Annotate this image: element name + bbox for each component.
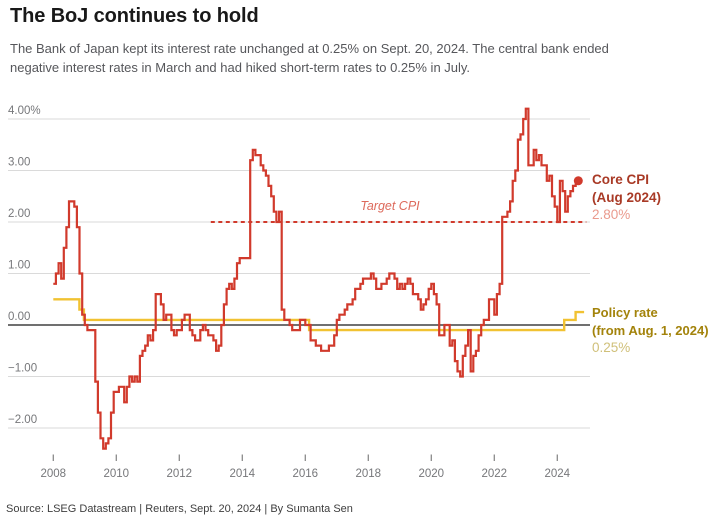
source-credit: Source: LSEG Datastream | Reuters, Sept.… xyxy=(6,503,353,515)
y-axis-label: 2.00 xyxy=(8,208,30,220)
core-cpi-line xyxy=(53,107,579,450)
x-axis-label: 2008 xyxy=(41,468,67,480)
x-axis-label: 2010 xyxy=(104,468,130,480)
y-axis-label: −1.00 xyxy=(8,363,37,375)
x-axis-label: 2014 xyxy=(230,468,256,480)
y-axis-label: 3.00 xyxy=(8,157,30,169)
x-axis-label: 2022 xyxy=(482,468,508,480)
policy-rate-annotation: Policy rate (from Aug. 1, 2024) 0.25% xyxy=(592,304,709,357)
x-axis-label: 2018 xyxy=(356,468,382,480)
policy-rate-annotation-date: (from Aug. 1, 2024) xyxy=(592,322,709,338)
core-cpi-end-dot xyxy=(573,176,583,186)
x-axis-label: 2016 xyxy=(293,468,319,480)
y-axis-label: 0.00 xyxy=(8,311,30,323)
core-cpi-annotation-date: (Aug 2024) xyxy=(592,189,662,205)
core-cpi-annotation: Core CPI (Aug 2024) 2.80% xyxy=(592,171,661,224)
y-axis-label: 1.00 xyxy=(8,260,30,272)
subtitle-line-2: negative interest rates in March and had… xyxy=(10,60,471,75)
target-cpi-label: Target CPI xyxy=(360,199,420,213)
y-axis-label: 4.00% xyxy=(8,105,41,117)
x-axis-label: 2012 xyxy=(167,468,193,480)
x-axis-label: 2020 xyxy=(419,468,445,480)
y-axis-label: −2.00 xyxy=(8,414,37,426)
subtitle-line-1: The Bank of Japan kept its interest rate… xyxy=(10,41,609,56)
chart-subtitle: The Bank of Japan kept its interest rate… xyxy=(10,39,609,77)
policy-rate-annotation-value: 0.25% xyxy=(592,340,631,355)
policy-rate-annotation-name: Policy rate xyxy=(592,305,658,320)
core-cpi-annotation-name: Core CPI xyxy=(592,172,650,187)
page-title: The BoJ continues to hold xyxy=(10,5,259,27)
x-axis-label: 2024 xyxy=(545,468,571,480)
core-cpi-annotation-value: 2.80% xyxy=(592,207,631,222)
